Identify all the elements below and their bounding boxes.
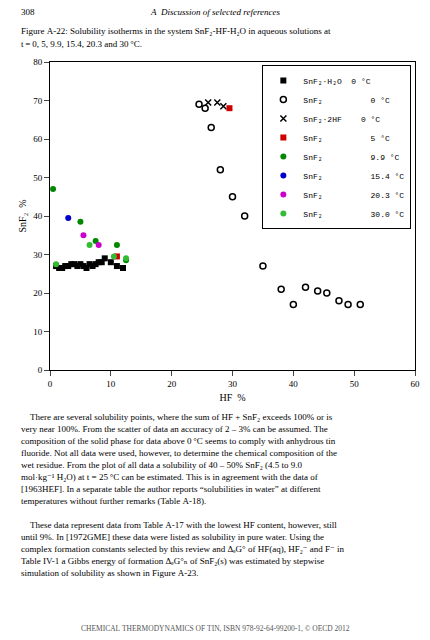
svg-text:50: 50 <box>33 173 43 183</box>
svg-text:60: 60 <box>411 379 421 389</box>
svg-text:SnF₂ 0 °C: SnF₂ 0 °C <box>303 96 390 105</box>
svg-text:until 9%. In [1972GME] these d: until 9%. In [1972GME] these data were l… <box>21 532 324 542</box>
svg-text:A Discussion of selected refe: A Discussion of selected references <box>150 7 281 17</box>
svg-text:very near 100%. From the scatt: very near 100%. From the scatter of data… <box>21 424 328 434</box>
svg-text:20: 20 <box>33 288 43 298</box>
svg-text:10: 10 <box>106 379 116 389</box>
svg-text:temperatures without further r: temperatures without further remarks (Ta… <box>21 496 206 506</box>
svg-text:SnF₂ %: SnF₂ % <box>17 200 28 233</box>
svg-text:40: 40 <box>33 211 43 221</box>
svg-text:50: 50 <box>350 379 360 389</box>
svg-text:30: 30 <box>33 250 43 260</box>
svg-text:70: 70 <box>33 96 43 106</box>
svg-text:SnF₂ 5 °C: SnF₂ 5 °C <box>303 134 390 143</box>
svg-text:SnF₂ 20.3 °C: SnF₂ 20.3 °C <box>303 191 404 200</box>
svg-text:SnF₂ 9.9 °C: SnF₂ 9.9 °C <box>303 153 399 162</box>
svg-text:These data represent data from: These data represent data from Table A-1… <box>21 520 337 530</box>
svg-text:SnF₂·H₂O 0 °C: SnF₂·H₂O 0 °C <box>303 77 370 86</box>
svg-text:fluoride. Not all data were us: fluoride. Not all data were used, howeve… <box>21 448 337 458</box>
svg-text:composition of the solid phase: composition of the solid phase for data … <box>21 436 336 446</box>
svg-text:40: 40 <box>289 379 299 389</box>
svg-text:mol·kg⁻¹ H₂O) at t = 25 °C can: mol·kg⁻¹ H₂O) at t = 25 °C can be estima… <box>21 472 318 482</box>
svg-text:wet residue. From the plot of: wet residue. From the plot of all data a… <box>21 460 303 470</box>
svg-text:[1963HEF]. In a separate table: [1963HEF]. In a separate table the autho… <box>21 484 321 494</box>
svg-text:Figure A-22: Solubility isothe: Figure A-22: Solubility isotherms in the… <box>21 26 331 36</box>
svg-text:SnF₂·2HF 0 °C: SnF₂·2HF 0 °C <box>303 115 380 124</box>
svg-text:10: 10 <box>33 327 43 337</box>
svg-text:30: 30 <box>228 379 238 389</box>
svg-text:20: 20 <box>167 379 177 389</box>
svg-text:SnF₂ 15.4 °C: SnF₂ 15.4 °C <box>303 172 404 181</box>
svg-text:0: 0 <box>38 365 43 375</box>
svg-text:Table IV-1 a Gibbs energy of f: Table IV-1 a Gibbs energy of formation Δ… <box>21 556 324 566</box>
svg-text:complex formation constants se: complex formation constants selected by … <box>21 544 345 554</box>
svg-text:CHEMICAL THERMODYNAMICS OF TIN: CHEMICAL THERMODYNAMICS OF TIN, ISBN 978… <box>81 624 350 633</box>
svg-text:SnF₂ 30.0 °C: SnF₂ 30.0 °C <box>303 210 404 219</box>
svg-text:simulation of solubility as sh: simulation of solubility as shown in Fig… <box>21 568 199 578</box>
svg-text:t = 0, 5, 9.9, 15.4, 20.3 and: t = 0, 5, 9.9, 15.4, 20.3 and 30 °C. <box>21 39 142 49</box>
svg-text:308: 308 <box>21 7 35 17</box>
svg-text:80: 80 <box>33 57 43 67</box>
svg-text:There are several solubility p: There are several solubility points, whe… <box>21 412 333 422</box>
svg-text:HF %: HF % <box>219 392 245 403</box>
svg-text:0: 0 <box>48 379 53 389</box>
svg-text:60: 60 <box>33 134 43 144</box>
